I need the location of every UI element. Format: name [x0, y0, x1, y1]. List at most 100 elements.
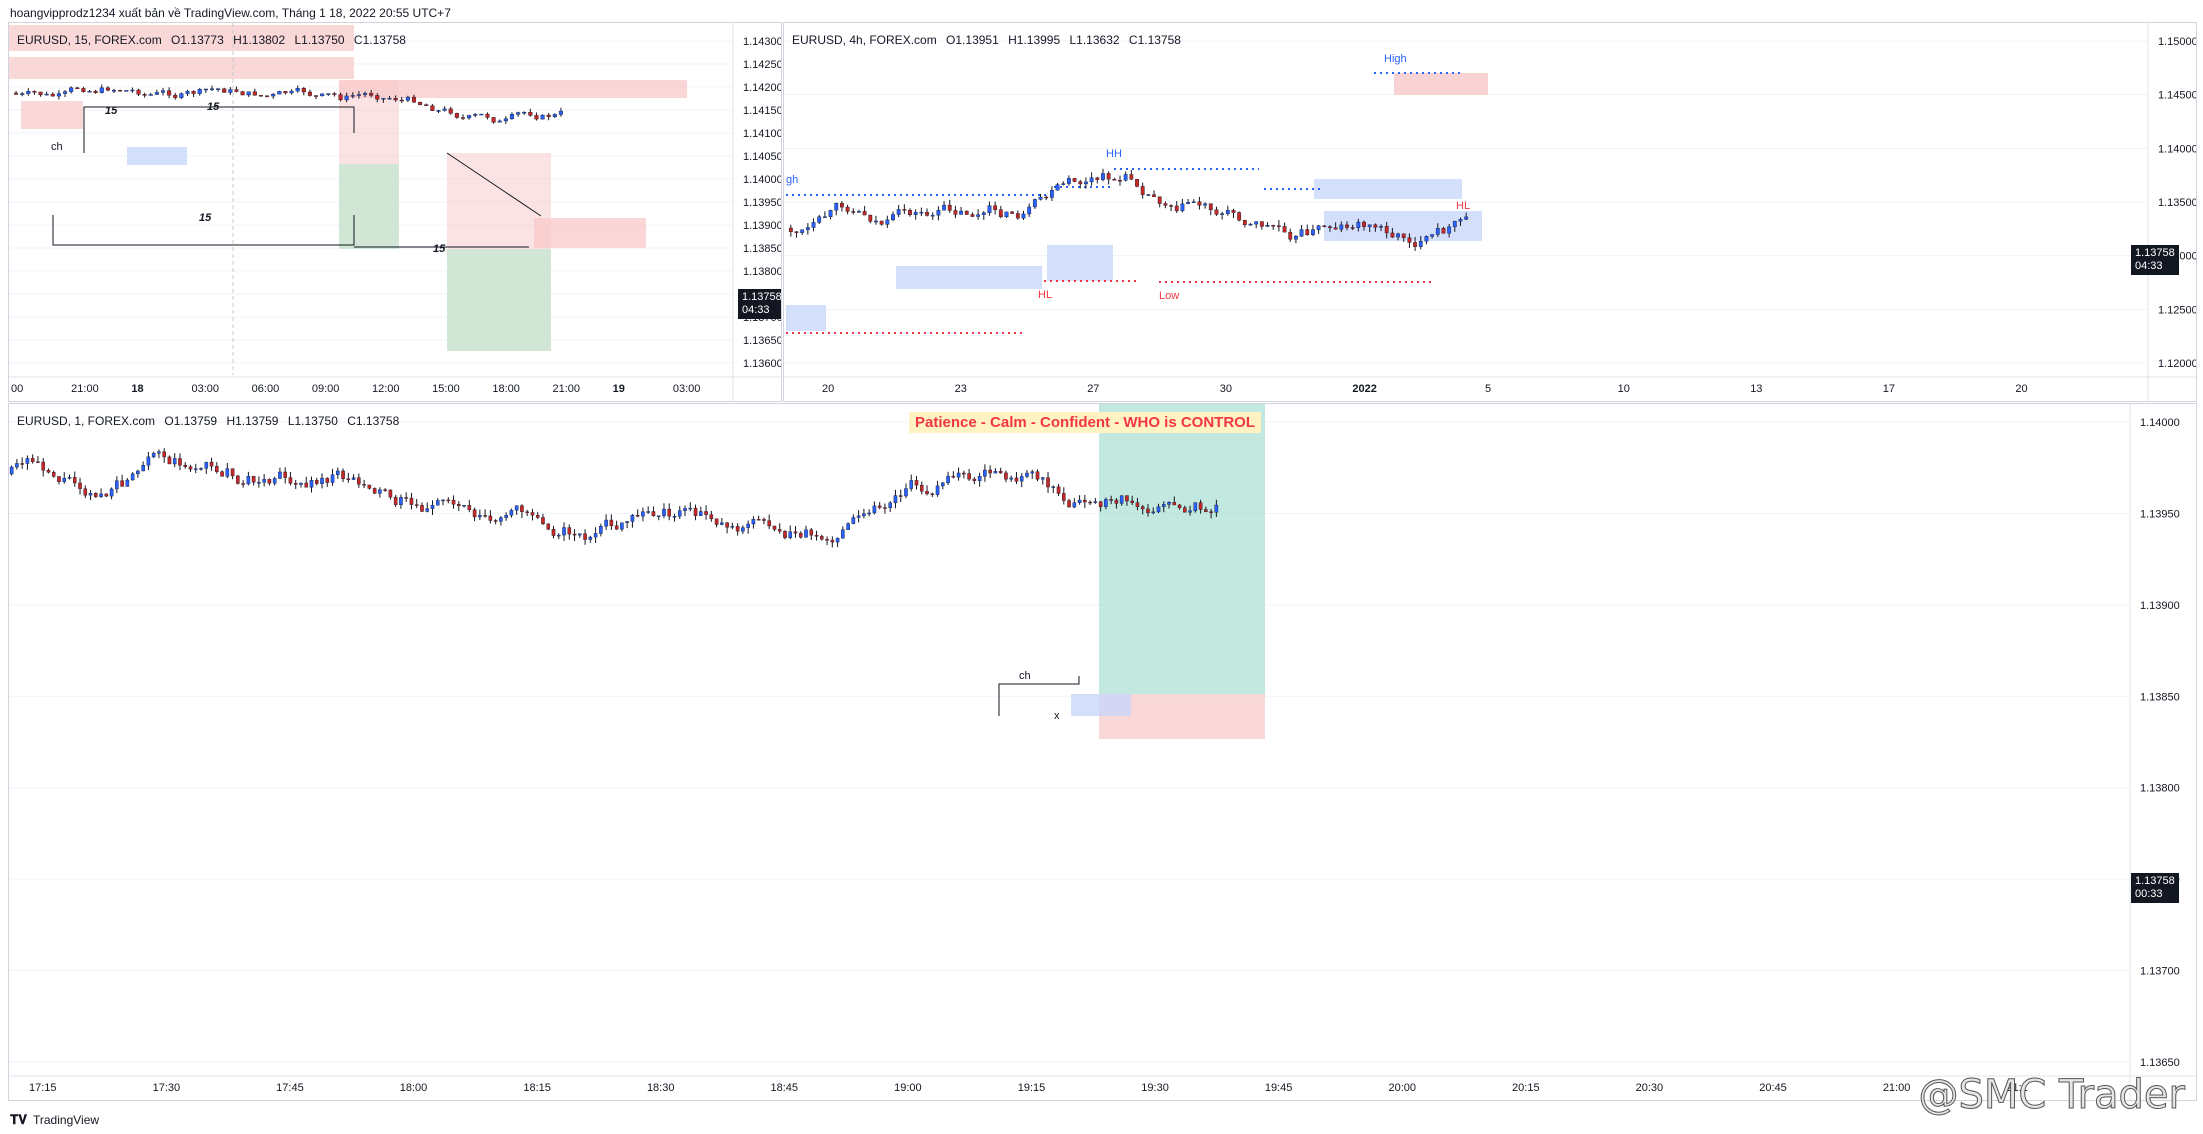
symbol-label[interactable]: EURUSD, 1, FOREX.com [17, 414, 156, 428]
candle-body [851, 517, 856, 524]
candle-body [888, 502, 892, 508]
candle-body [1140, 506, 1145, 510]
candle-body [393, 98, 398, 101]
chart-canvas-1m[interactable]: 1.14000 1.13950 1.13900 1.13850 1.13800 1.137… [9, 404, 2196, 1100]
candle-body [1118, 180, 1122, 182]
candle-body [1188, 510, 1192, 513]
candle-body [1209, 511, 1213, 513]
candle-body [540, 114, 545, 120]
candle-body [472, 509, 477, 518]
candle-body [1095, 177, 1100, 180]
candle-body [1157, 196, 1162, 204]
candle-body [378, 489, 382, 494]
candle-body [956, 472, 961, 478]
candle-body [1169, 205, 1173, 207]
candle-body [1172, 502, 1177, 506]
candle-body [520, 505, 524, 512]
candle-body [57, 476, 61, 482]
candle-body [216, 88, 221, 90]
candle-body [83, 488, 88, 496]
candle-body [825, 539, 829, 541]
candle-body [1248, 223, 1253, 226]
candle-body [93, 90, 98, 93]
chart-pane-1m[interactable]: 1.14000 1.13950 1.13900 1.13850 1.13800 1.137… [8, 403, 2197, 1101]
candle-body [1015, 213, 1020, 219]
candle-body [367, 484, 372, 489]
candle-body [898, 495, 903, 497]
candle-body [1044, 196, 1049, 199]
candle-body [756, 519, 761, 521]
supply-zone [339, 80, 687, 98]
candle-body [1288, 231, 1293, 240]
time-tick-label: 18:00 [400, 1082, 428, 1094]
candle-body [1299, 229, 1304, 237]
price-tick-label: 1.13650 [2140, 1057, 2180, 1069]
candle-body [830, 539, 835, 543]
symbol-label[interactable]: EURUSD, 4h, FOREX.com [792, 33, 937, 47]
candle-body [896, 209, 901, 215]
candle-body [988, 469, 992, 474]
candle-body [725, 522, 729, 528]
candle-body [451, 499, 456, 505]
time-tick-label: 20 [822, 383, 834, 395]
structure-line [998, 676, 1080, 716]
time-tick-label: 09:00 [312, 383, 340, 395]
candle-body [1316, 225, 1321, 230]
candle-body [420, 505, 424, 512]
last-price: 1.13758 [2135, 247, 2175, 259]
time-tick-label: 21:00 [71, 383, 99, 395]
time-tick-label: 18:45 [771, 1082, 799, 1094]
open-value: O1.13951 [946, 33, 999, 47]
time-tick-label: 17 [1883, 383, 1895, 395]
bos-label: 15 [199, 212, 212, 224]
candle-body [63, 91, 68, 94]
candle-body [959, 210, 963, 215]
candle-body [136, 89, 141, 95]
footer-brand[interactable]: 𝐓𝐕 TradingView [10, 1112, 99, 1128]
candle-body [1163, 203, 1168, 206]
candle-body [209, 88, 215, 91]
chart-pane-4h[interactable]: 1.150001.145001.140001.135001.130001.125… [783, 22, 2197, 402]
price-tick-label: 1.13850 [2140, 691, 2180, 703]
candle-body [1025, 472, 1029, 477]
candle-body [641, 511, 645, 517]
candle-body [188, 466, 193, 470]
candle-body [478, 515, 482, 518]
candle-body [1104, 499, 1108, 507]
candle-body [1271, 225, 1276, 227]
candle-body [1123, 174, 1128, 181]
chart-pane-15m[interactable]: 1.14300 1.14250 1.14200 1.14150 1.14100 1.140… [8, 22, 782, 402]
candle-body [1021, 213, 1026, 219]
supply-zone [534, 218, 646, 248]
price-tick-label: 1.14300 [743, 36, 781, 48]
candle-body [741, 527, 745, 532]
time-tick-label: 20:00 [1388, 1082, 1416, 1094]
time-tick-label: 18:15 [523, 1082, 551, 1094]
candle-body [289, 90, 294, 94]
swing-label: gh [786, 174, 798, 186]
candle-body [1151, 511, 1156, 514]
candle-body [301, 88, 306, 93]
candle-body [1009, 477, 1013, 480]
candle-body [788, 531, 793, 539]
time-tick-label: 27 [1087, 383, 1099, 395]
open-value: O1.13773 [171, 33, 224, 47]
chart-canvas-4h[interactable]: 1.150001.145001.140001.135001.130001.125… [784, 23, 2196, 401]
candle-body [1208, 203, 1213, 211]
candle-body [546, 523, 551, 530]
candle-body [99, 493, 103, 497]
candle-body [148, 94, 153, 96]
symbol-label[interactable]: EURUSD, 15, FOREX.com [17, 33, 162, 47]
candle-body [442, 108, 447, 111]
candle-body [1356, 221, 1361, 228]
publisher-header: hoangvipprodz1234 xuất bản về TradingVie… [10, 6, 451, 20]
chart-canvas-15m[interactable]: 1.14300 1.14250 1.14200 1.14150 1.14100 1.140… [9, 23, 781, 401]
ohlc-legend-15m: EURUSD, 15, FOREX.com O1.13773 H1.13802 … [17, 33, 412, 47]
candle-body [277, 91, 282, 95]
candle-body [288, 477, 293, 484]
candle-body [460, 117, 466, 119]
candle-body [862, 211, 867, 216]
candle-body [1061, 183, 1066, 185]
candle-body [902, 209, 907, 211]
candle-body [879, 220, 884, 225]
